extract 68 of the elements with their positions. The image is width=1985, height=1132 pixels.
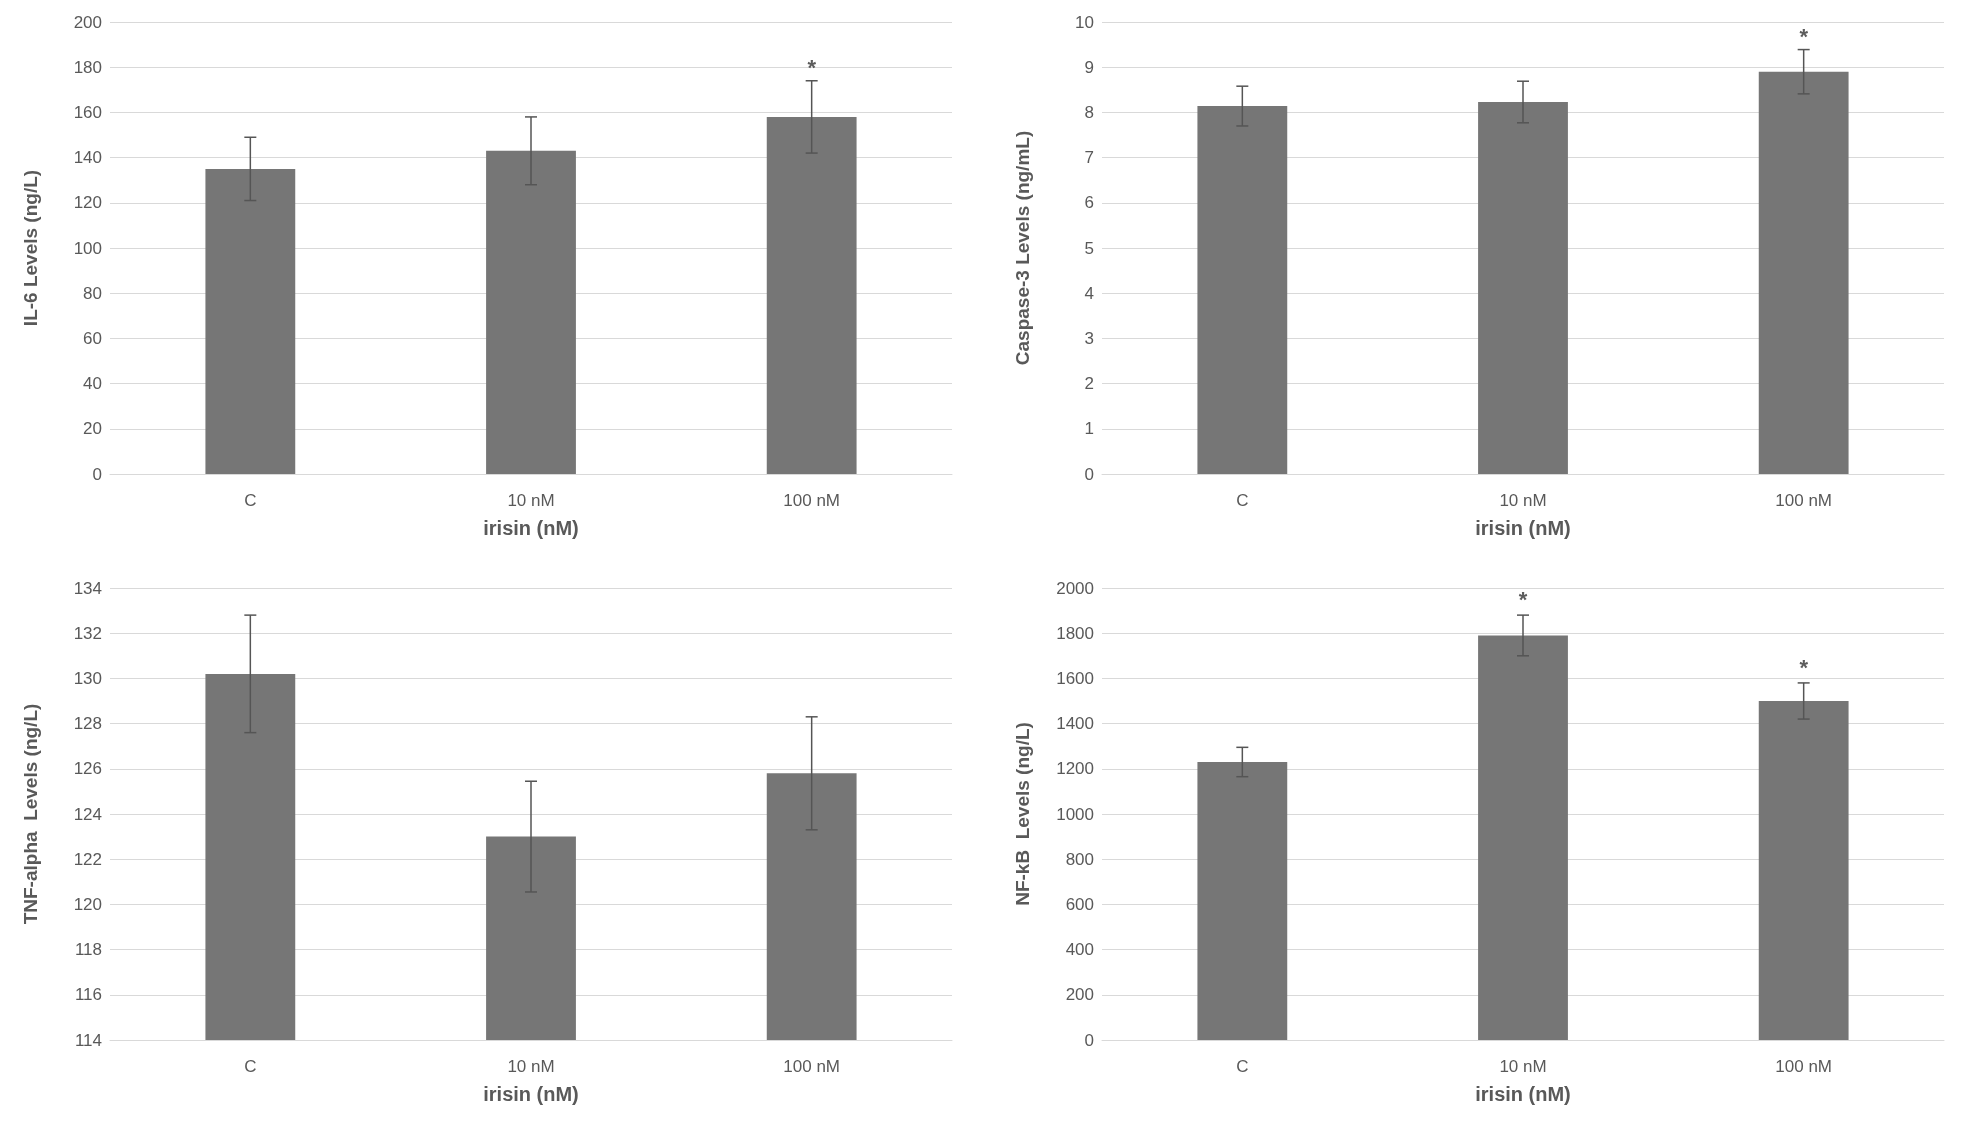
y-tick-label: 4 — [1084, 283, 1094, 303]
x-axis-title: irisin (nM) — [1475, 517, 1571, 539]
y-tick-label: 0 — [1084, 1030, 1094, 1050]
y-tick-label: 0 — [92, 464, 102, 484]
y-tick-label: 7 — [1084, 148, 1094, 168]
x-axis-title: irisin (nM) — [1475, 1083, 1571, 1105]
y-tick-label: 6 — [1084, 193, 1094, 213]
y-tick-label: 1000 — [1056, 804, 1094, 824]
x-tick-label: 10 nM — [1499, 1057, 1547, 1076]
y-tick-label: 120 — [73, 193, 102, 213]
y-tick-label: 1 — [1084, 419, 1094, 439]
y-tick-label: 1400 — [1056, 714, 1094, 734]
y-tick-label: 80 — [83, 283, 102, 303]
y-tick-label: 122 — [73, 849, 102, 869]
annotation: * — [1518, 587, 1528, 613]
y-axis-title: NF-kB Levels (ng/L) — [1012, 722, 1033, 906]
y-tick-label: 180 — [73, 57, 102, 77]
y-tick-label: 600 — [1065, 894, 1094, 914]
y-tick-label: 10 — [1075, 12, 1094, 32]
y-axis-title: IL-6 Levels (ng/L) — [20, 169, 41, 327]
y-tick-label: 9 — [1084, 57, 1094, 77]
x-tick-label: 10 nM — [507, 1057, 555, 1076]
y-tick-label: 1200 — [1056, 759, 1094, 779]
y-tick-label: 140 — [73, 148, 102, 168]
y-tick-label: 2 — [1084, 374, 1094, 394]
y-tick-label: 40 — [83, 374, 102, 394]
y-tick-label: 130 — [73, 668, 102, 688]
y-tick-label: 126 — [73, 759, 102, 779]
y-tick-label: 2000 — [1056, 578, 1094, 598]
y-tick-label: 160 — [73, 102, 102, 122]
x-tick-label: C — [1236, 1057, 1249, 1076]
y-tick-label: 1800 — [1056, 623, 1094, 643]
y-tick-label: 118 — [74, 940, 102, 960]
y-tick-label: 400 — [1065, 940, 1094, 960]
y-tick-label: 114 — [74, 1030, 102, 1050]
y-axis-title: TNF-alpha Levels (ng/L) — [20, 703, 41, 925]
x-tick-label: 100 nM — [783, 1057, 841, 1076]
y-tick-label: 1600 — [1056, 668, 1094, 688]
x-tick-label: 10 nM — [507, 491, 555, 510]
annotation: * — [1799, 655, 1809, 681]
y-tick-label: 200 — [73, 12, 102, 32]
y-tick-label: 100 — [73, 238, 102, 258]
y-tick-label: 60 — [83, 328, 102, 348]
y-tick-label: 3 — [1084, 328, 1094, 348]
x-tick-label: C — [1236, 491, 1249, 510]
annotation: * — [1799, 23, 1809, 49]
y-tick-label: 0 — [1084, 464, 1094, 484]
x-tick-label: 100 nM — [783, 491, 841, 510]
y-tick-label: 5 — [1084, 238, 1094, 258]
x-tick-label: 10 nM — [1499, 491, 1547, 510]
annotation: * — [807, 55, 817, 81]
y-tick-label: 116 — [74, 985, 102, 1005]
y-tick-label: 20 — [83, 419, 102, 439]
x-tick-label: C — [244, 491, 257, 510]
y-tick-label: 128 — [73, 714, 102, 734]
y-tick-label: 134 — [73, 578, 102, 598]
x-tick-label: 100 nM — [1775, 491, 1833, 510]
y-tick-label: 8 — [1084, 102, 1094, 122]
y-axis-title: Caspase-3 Levels (ng/mL) — [1012, 130, 1033, 366]
y-tick-label: 200 — [1065, 985, 1094, 1005]
y-tick-label: 132 — [73, 623, 102, 643]
x-tick-label: C — [244, 1057, 257, 1076]
y-tick-label: 124 — [73, 804, 102, 824]
x-axis-title: irisin (nM) — [483, 1083, 579, 1105]
x-axis-title: irisin (nM) — [483, 517, 579, 539]
x-tick-label: 100 nM — [1775, 1057, 1833, 1076]
y-tick-label: 120 — [73, 894, 102, 914]
y-tick-label: 800 — [1065, 849, 1094, 869]
